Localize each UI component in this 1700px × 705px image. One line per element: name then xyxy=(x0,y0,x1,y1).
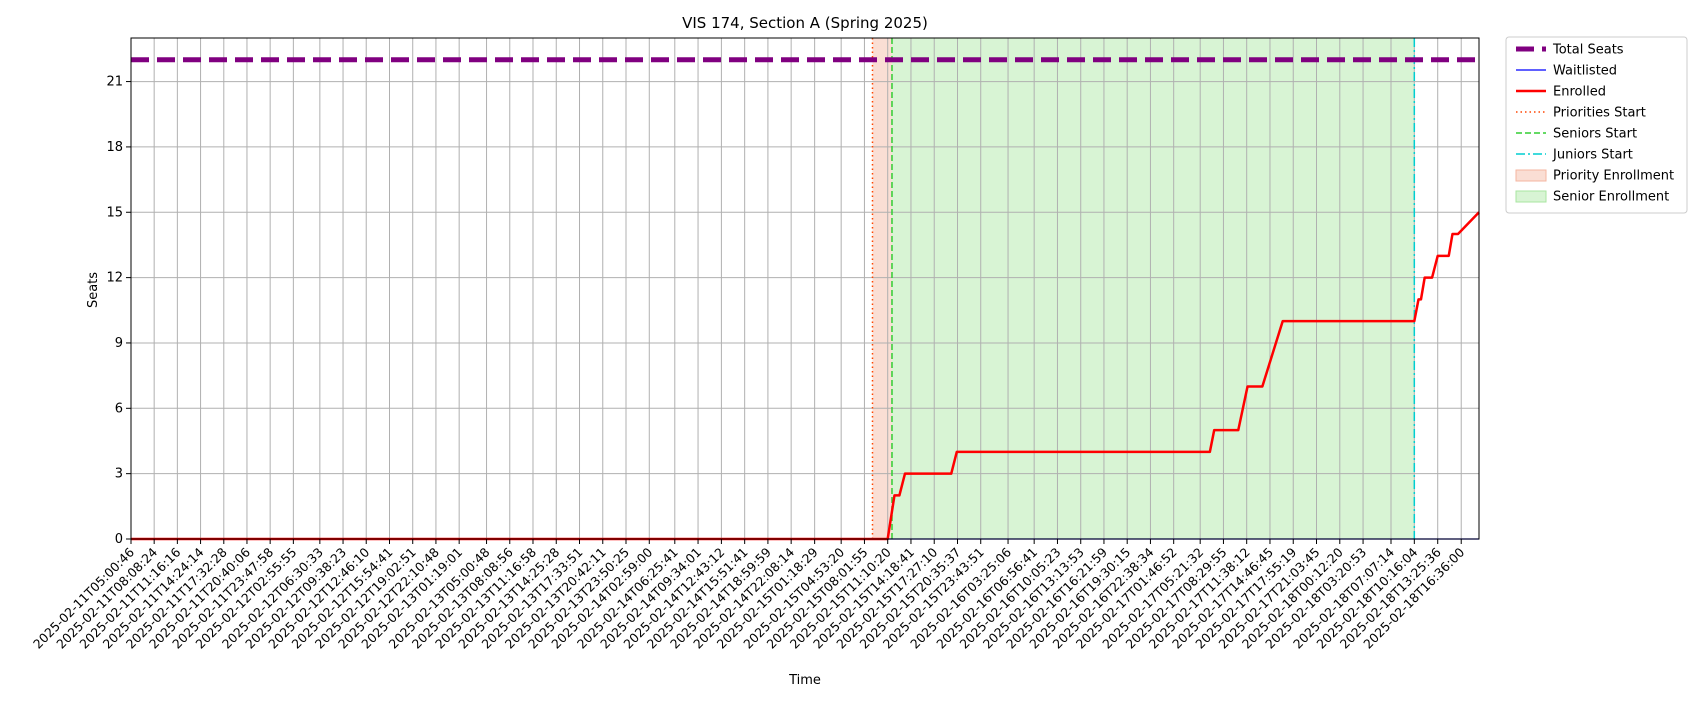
series-line-enrolled xyxy=(131,211,1480,541)
legend-label-priority-enrollment: Priority Enrollment xyxy=(1553,169,1674,184)
y-axis-label: Seats xyxy=(86,272,101,308)
y-tick-label: 3 xyxy=(115,467,123,482)
region-priority-enrollment xyxy=(872,38,892,539)
y-tick-label: 12 xyxy=(106,271,123,286)
legend-label-juniors-start: Juniors Start xyxy=(1552,148,1633,163)
y-tick-label: 18 xyxy=(106,140,123,155)
legend-label-enrolled: Enrolled xyxy=(1553,85,1606,100)
legend-label-waitlisted: Waitlisted xyxy=(1553,64,1617,79)
legend-swatch-senior-enrollment xyxy=(1515,190,1547,203)
y-tick-label: 15 xyxy=(106,205,123,220)
y-tick-label: 0 xyxy=(115,532,123,547)
y-tick-label: 21 xyxy=(106,75,123,90)
chart-title: VIS 174, Section A (Spring 2025) xyxy=(682,14,928,32)
region-senior-enrollment xyxy=(891,38,1415,539)
legend-label-total-seats: Total Seats xyxy=(1552,43,1624,58)
legend-label-seniors-start: Seniors Start xyxy=(1553,127,1637,142)
legend: Total Seats Waitlisted Enrolled Priorities … xyxy=(1505,36,1688,214)
legend-swatch-priority-enrollment xyxy=(1515,169,1547,182)
legend-frame xyxy=(1505,36,1688,214)
y-tick-label: 9 xyxy=(115,336,123,351)
axes-frame xyxy=(130,37,1480,540)
legend-label-priorities-start: Priorities Start xyxy=(1553,106,1646,121)
plot-area: 0369121518212025-02-11T05:00:462025-02-1… xyxy=(30,37,1480,652)
legend-label-senior-enrollment: Senior Enrollment xyxy=(1553,190,1669,205)
y-tick-label: 6 xyxy=(115,401,123,416)
x-axis-label: Time xyxy=(788,673,821,688)
